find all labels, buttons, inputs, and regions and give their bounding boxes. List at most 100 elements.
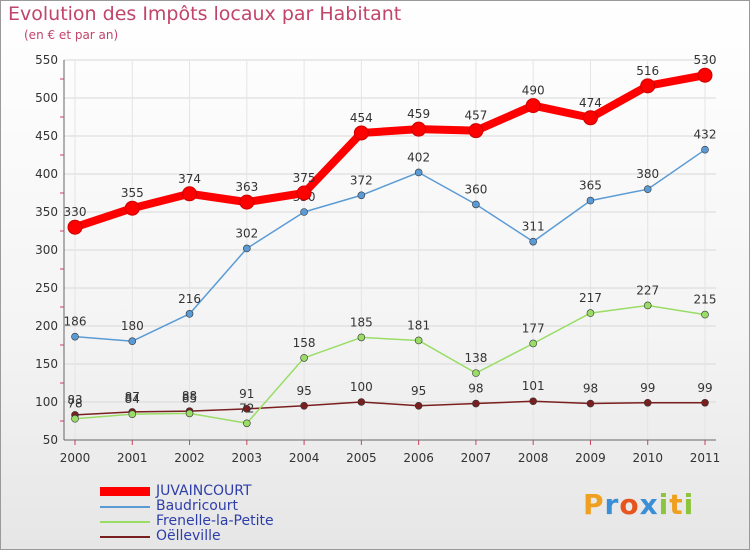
point-frenelle-la-petite-2011 — [701, 310, 709, 319]
data-label-oelleville-2009: 98 — [583, 382, 598, 396]
data-label-oelleville-2006: 95 — [411, 384, 426, 398]
x-tick-label-2010: 2010 — [632, 451, 663, 465]
point-baudricourt-2005 — [357, 191, 366, 200]
data-label-baudricourt-2000: 186 — [64, 315, 87, 329]
point-baudricourt-2006 — [414, 168, 423, 177]
x-tick-label-2009: 2009 — [575, 451, 606, 465]
data-label-frenelle-la-petite-2005: 185 — [350, 315, 373, 329]
data-label-juvaincourt-2011: 530 — [694, 53, 717, 67]
data-label-oelleville-2000: 83 — [67, 393, 82, 407]
point-frenelle-la-petite-2006 — [414, 336, 423, 345]
data-label-frenelle-la-petite-2006: 181 — [407, 318, 430, 332]
x-tick-label-2002: 2002 — [174, 451, 205, 465]
point-baudricourt-2011 — [701, 145, 709, 154]
data-label-frenelle-la-petite-2007: 138 — [464, 351, 487, 365]
legend: JUVAINCOURT Baudricourt Frenelle-la-Peti… — [100, 484, 360, 544]
x-tick-label-2005: 2005 — [346, 451, 377, 465]
data-label-oelleville-2003: 91 — [239, 387, 254, 401]
y-tick-label-500: 500 — [35, 91, 58, 105]
point-baudricourt-2003 — [243, 244, 251, 253]
point-frenelle-la-petite-2010 — [643, 301, 652, 310]
point-frenelle-la-petite-2009 — [586, 309, 595, 317]
point-oelleville-2005 — [357, 398, 366, 406]
y-tick-label-50: 50 — [43, 433, 58, 447]
data-label-oelleville-2005: 100 — [350, 380, 373, 394]
point-baudricourt-2002 — [185, 310, 194, 318]
data-label-baudricourt-2007: 360 — [464, 182, 487, 196]
y-tick-label-100: 100 — [35, 395, 58, 409]
point-frenelle-la-petite-2008 — [529, 339, 537, 348]
data-label-oelleville-2007: 98 — [468, 382, 483, 396]
chart-subtitle: (en € et par an) — [24, 28, 119, 42]
legend-label-oelleville: Oëlleville — [156, 528, 221, 544]
legend-swatch-baudricourt — [100, 506, 150, 508]
data-label-baudricourt-2006: 402 — [407, 150, 430, 164]
point-oelleville-2004 — [300, 401, 308, 410]
series-line-frenelle-la-petite — [74, 304, 706, 425]
data-label-juvaincourt-2000: 330 — [64, 205, 87, 219]
point-oelleville-2003 — [243, 405, 251, 413]
point-frenelle-la-petite-2004 — [300, 354, 308, 362]
legend-swatch-frenelle — [100, 521, 150, 523]
point-juvaincourt-2007 — [468, 123, 484, 139]
data-label-baudricourt-2005: 372 — [350, 173, 373, 187]
data-label-oelleville-2010: 99 — [640, 381, 655, 395]
point-juvaincourt-2001 — [124, 200, 140, 216]
legend-label-juvaincourt: JUVAINCOURT — [156, 483, 252, 499]
point-oelleville-2011 — [701, 398, 709, 407]
legend-item-baudricourt: Baudricourt — [100, 499, 360, 514]
point-frenelle-la-petite-2005 — [357, 333, 366, 342]
point-frenelle-la-petite-2001 — [128, 410, 137, 418]
point-oelleville-2009 — [586, 399, 595, 408]
point-juvaincourt-2005 — [353, 125, 369, 141]
point-juvaincourt-2000 — [67, 219, 83, 235]
legend-item-juvaincourt: JUVAINCOURT — [100, 484, 360, 499]
legend-label-frenelle: Frenelle-la-Petite — [156, 513, 274, 529]
legend-swatch-oelleville — [100, 536, 150, 538]
point-baudricourt-2001 — [128, 337, 137, 346]
x-tick-label-2001: 2001 — [117, 451, 148, 465]
point-juvaincourt-2010 — [640, 78, 656, 94]
legend-item-oelleville: Oëlleville — [100, 529, 360, 544]
legend-label-baudricourt: Baudricourt — [156, 498, 238, 514]
data-label-juvaincourt-2010: 516 — [636, 64, 659, 78]
data-label-frenelle-la-petite-2003: 72 — [239, 401, 254, 415]
legend-swatch-juvaincourt — [100, 487, 150, 496]
data-label-juvaincourt-2009: 474 — [579, 96, 602, 110]
data-label-frenelle-la-petite-2011: 215 — [694, 293, 717, 307]
y-tick-label-200: 200 — [35, 319, 58, 333]
data-label-oelleville-2001: 87 — [125, 390, 140, 404]
point-juvaincourt-2002 — [182, 186, 198, 202]
data-label-juvaincourt-2008: 490 — [522, 84, 545, 98]
y-tick-label-550: 550 — [35, 53, 58, 67]
point-juvaincourt-2009 — [582, 110, 598, 126]
point-juvaincourt-2003 — [239, 194, 255, 210]
point-frenelle-la-petite-2002 — [185, 409, 194, 418]
point-baudricourt-2004 — [300, 208, 308, 216]
data-label-baudricourt-2008: 311 — [522, 220, 545, 234]
x-tick-label-2007: 2007 — [461, 451, 492, 465]
point-baudricourt-2008 — [529, 237, 537, 246]
data-label-juvaincourt-2005: 454 — [350, 111, 373, 125]
data-label-juvaincourt-2001: 355 — [121, 186, 144, 200]
point-frenelle-la-petite-2000 — [71, 414, 79, 423]
y-tick-label-450: 450 — [35, 129, 58, 143]
point-baudricourt-2009 — [586, 196, 595, 205]
chart-title: Evolution des Impôts locaux par Habitant — [8, 3, 402, 25]
point-oelleville-2008 — [529, 397, 537, 406]
point-oelleville-2006 — [414, 401, 423, 410]
data-label-frenelle-la-petite-2004: 158 — [293, 336, 316, 350]
series-line-baudricourt — [74, 149, 706, 342]
data-label-juvaincourt-2007: 457 — [464, 109, 487, 123]
x-tick-label-2004: 2004 — [289, 451, 320, 465]
data-label-oelleville-2008: 101 — [522, 379, 545, 393]
y-tick-label-300: 300 — [35, 243, 58, 257]
series-line-juvaincourt — [73, 71, 706, 231]
point-juvaincourt-2004 — [296, 185, 312, 201]
data-label-baudricourt-2011: 432 — [694, 128, 717, 142]
proxiti-logo: Proxiti — [583, 488, 695, 521]
data-label-frenelle-la-petite-2009: 217 — [579, 291, 602, 305]
series-line-oelleville — [74, 400, 705, 416]
